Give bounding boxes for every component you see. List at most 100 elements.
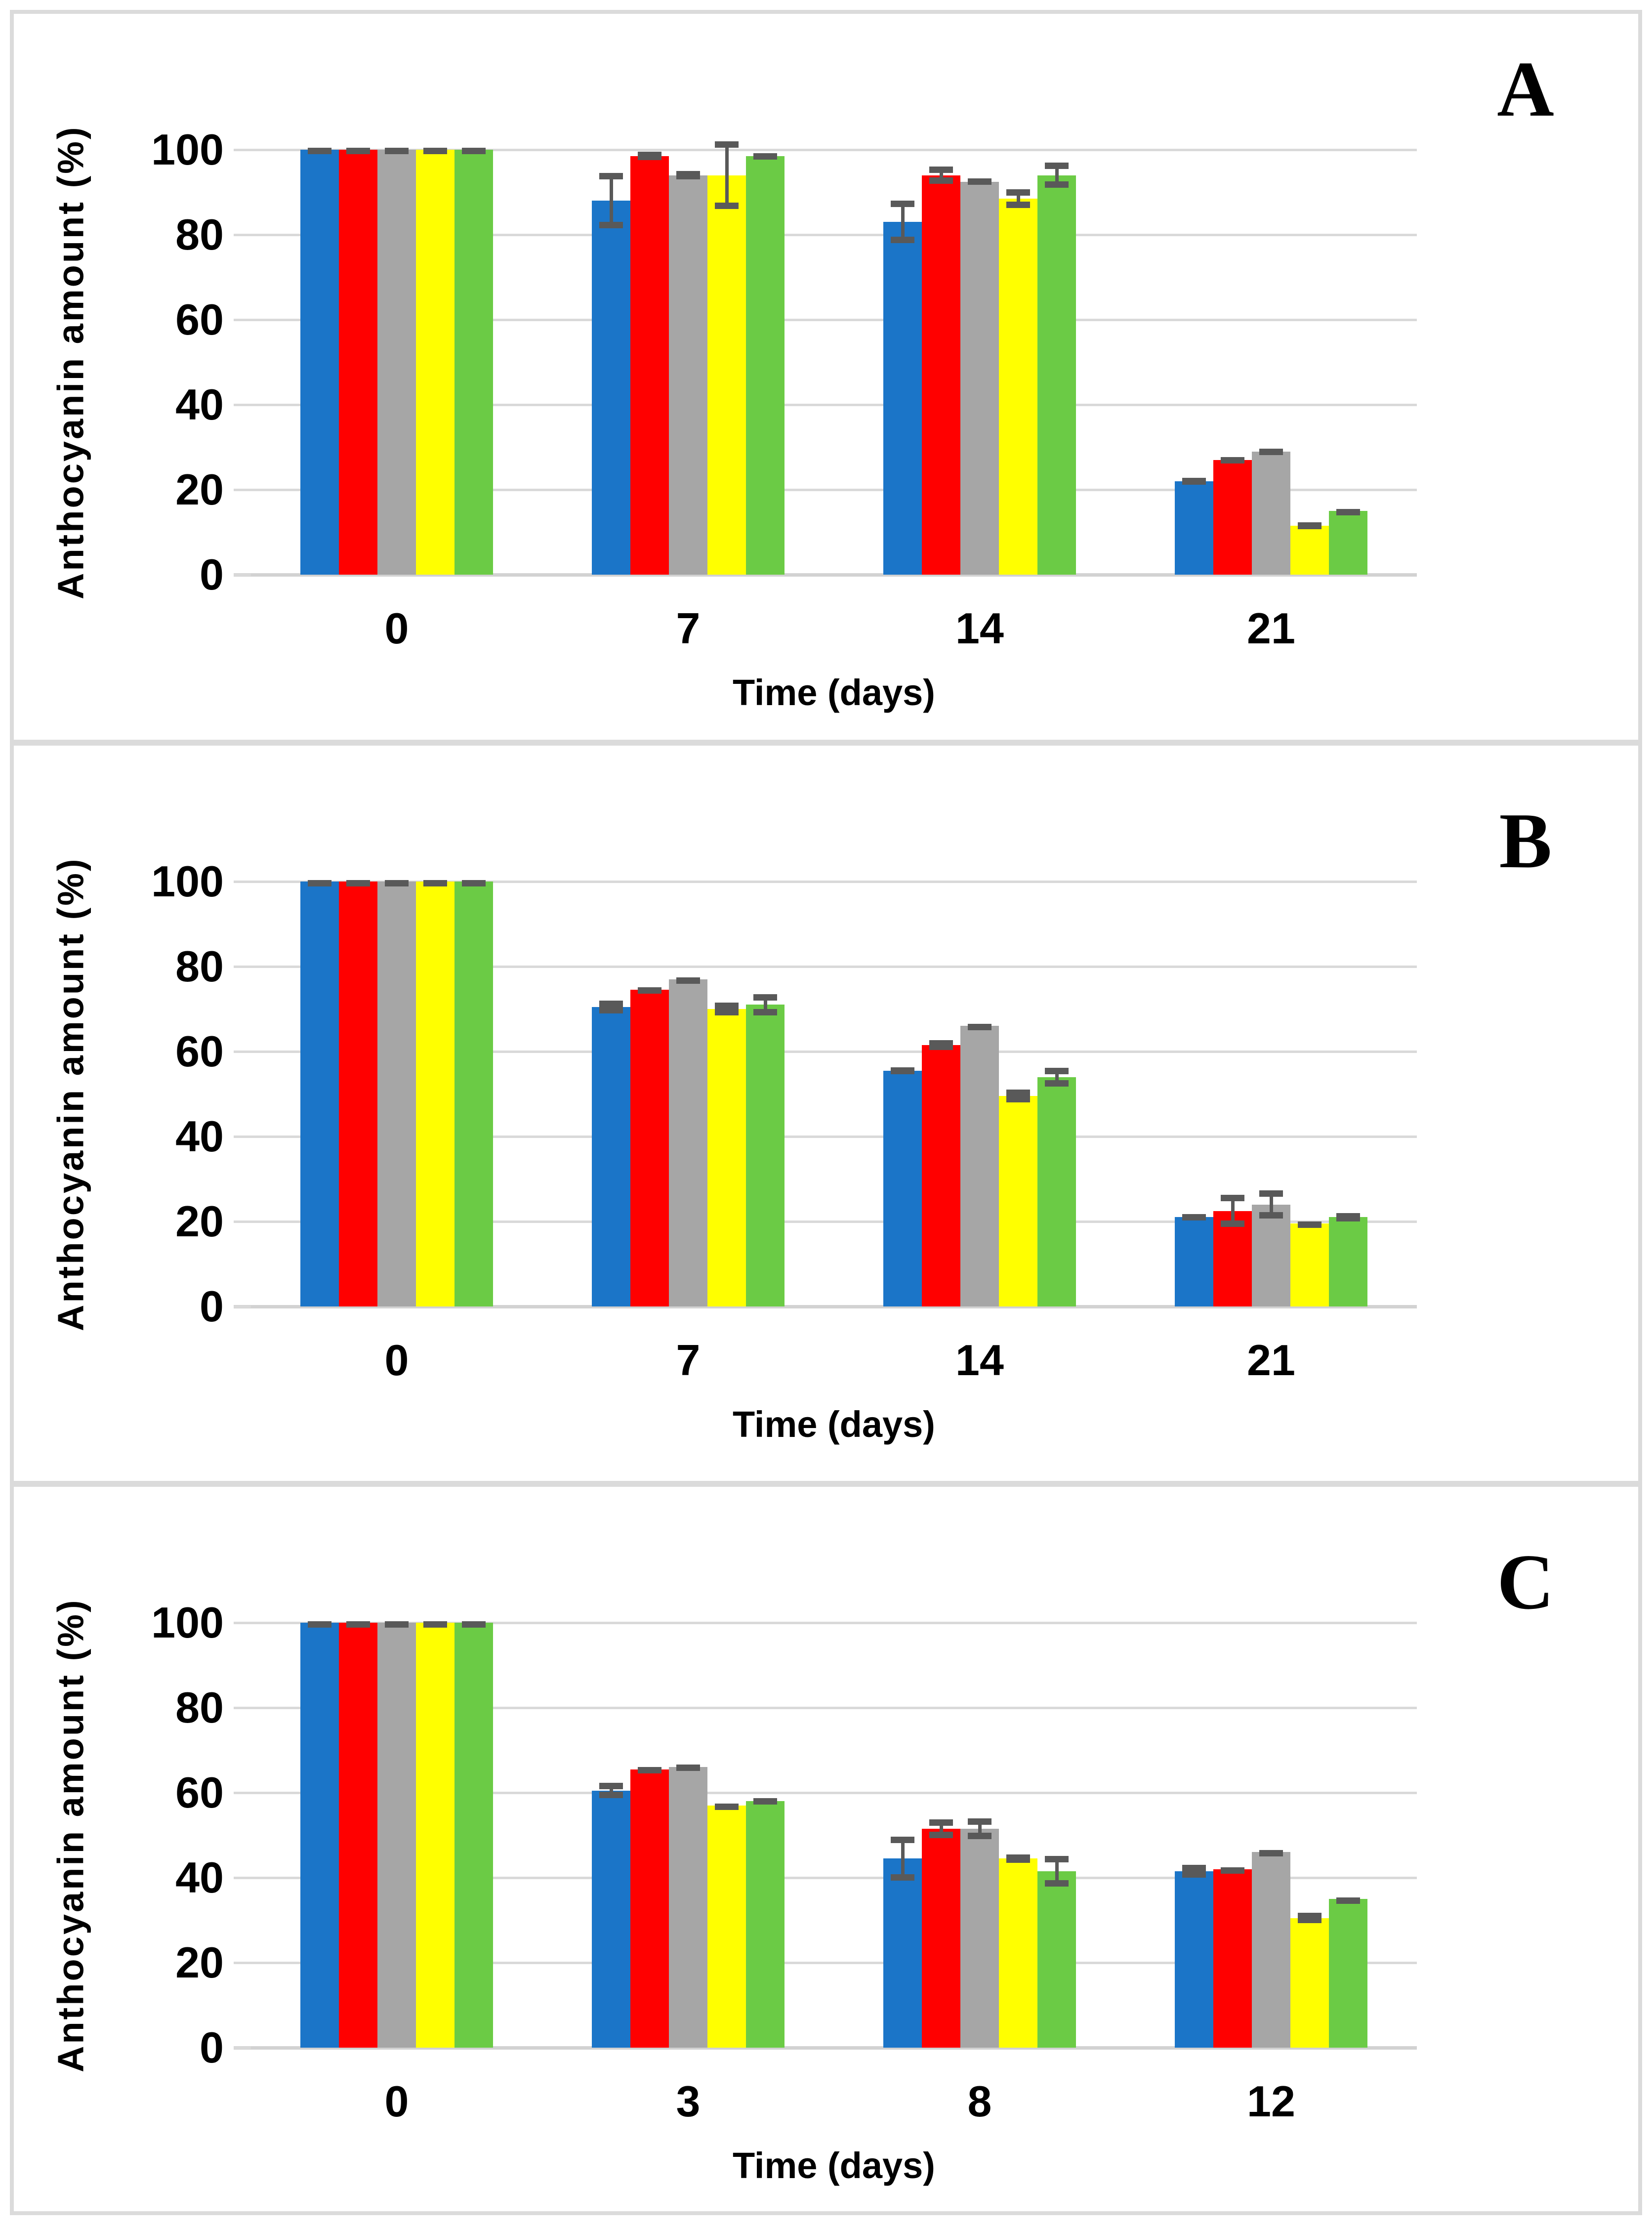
x-axis-title: Time (days) [733, 672, 935, 713]
bar-yellow-14 [999, 1096, 1037, 1306]
bar-gray-12 [1252, 1852, 1290, 2048]
error-bar-stem [725, 141, 729, 210]
error-bar-cap [929, 177, 953, 184]
error-bar-cap [462, 147, 486, 154]
panel-letter-a: A [1497, 45, 1554, 133]
error-bar-stem [939, 167, 943, 184]
error-bar-red-0 [346, 880, 370, 886]
y-tick-label-40: 40 [175, 1853, 224, 1902]
error-bar-cap [1259, 1850, 1283, 1857]
error-bar-cap [599, 1000, 623, 1007]
bar-blue-0 [300, 882, 339, 1306]
error-bar-cap [891, 237, 914, 244]
bar-gray-7 [669, 175, 707, 575]
error-bar-green-0 [462, 147, 486, 154]
x-category-label-21: 21 [1247, 604, 1295, 653]
x-category-label-7: 7 [676, 1336, 701, 1385]
x-axis-line [234, 573, 1417, 577]
error-bar-cap [1045, 181, 1069, 188]
bar-chart-c: 0 20 40 60 80 100 0 3 8 12 [14, 1487, 1638, 2211]
error-bar-green-0 [462, 880, 486, 886]
error-bar-yellow-3 [715, 1804, 739, 1810]
y-tick-mark [234, 1622, 251, 1624]
error-bar-cap [929, 1044, 953, 1051]
gridline-y80 [251, 966, 1417, 968]
error-bar-cap [1182, 478, 1206, 485]
error-bar-red-21 [1221, 457, 1244, 463]
bar-green-8 [1037, 1871, 1076, 2048]
error-bar-red-7 [638, 987, 661, 994]
error-bar-stem [939, 1819, 943, 1838]
error-bar-green-12 [1336, 1897, 1360, 1904]
error-bar-cap [968, 1818, 991, 1825]
bar-yellow-7 [707, 175, 746, 575]
gridline-y20 [251, 489, 1417, 491]
error-bar-yellow-7 [715, 1003, 739, 1015]
error-bar-green-7 [753, 153, 777, 160]
error-bar-cap [676, 173, 700, 180]
gridline-y100 [251, 149, 1417, 151]
bar-yellow-7 [707, 1009, 746, 1306]
error-bar-yellow-0 [423, 880, 447, 886]
error-bar-cap [346, 147, 370, 154]
bar-red-21 [1213, 460, 1252, 575]
error-bar-cap [638, 987, 661, 994]
y-tick-label-20: 20 [175, 465, 224, 514]
error-bar-yellow-7 [715, 141, 739, 210]
gridline-y20 [251, 1962, 1417, 1964]
bar-chart-a: 0 20 40 60 80 100 0 7 14 21 [14, 14, 1638, 740]
bar-yellow-12 [1290, 1918, 1329, 2048]
panel-a: 0 20 40 60 80 100 0 7 14 21 Anthocyanin amount (%… [14, 14, 1638, 740]
error-bar-cap [1045, 162, 1069, 169]
error-bar-cap [753, 153, 777, 160]
bar-red-14 [922, 175, 960, 575]
error-bar-blue-14 [891, 201, 914, 244]
error-bar-green-21 [1336, 508, 1360, 515]
y-tick-label-80: 80 [175, 942, 224, 991]
error-bar-cap [715, 1009, 739, 1015]
error-bar-yellow-14 [1006, 1090, 1030, 1103]
y-tick-mark [234, 2047, 251, 2049]
x-axis-title: Time (days) [733, 2145, 935, 2186]
error-bar-cap [753, 1798, 777, 1805]
x-category-label-0: 0 [384, 2077, 409, 2126]
bar-red-12 [1213, 1869, 1252, 2048]
bar-gray-21 [1252, 1204, 1290, 1306]
error-bar-stem [901, 1836, 905, 1881]
x-category-label-8: 8 [967, 2077, 992, 2126]
y-tick-label-80: 80 [175, 1683, 224, 1732]
bar-green-0 [454, 882, 493, 1306]
error-bar-red-21 [1221, 1194, 1244, 1227]
y-tick-mark [234, 966, 251, 968]
error-bar-cap [638, 1766, 661, 1773]
error-bar-cap [599, 173, 623, 180]
bar-gray-8 [960, 1829, 999, 2048]
y-axis-title: Anthocyanin amount (%) [50, 857, 91, 1331]
bar-green-0 [454, 150, 493, 575]
bar-gray-0 [377, 1623, 416, 2048]
x-category-label-7: 7 [676, 604, 701, 653]
y-tick-mark [234, 489, 251, 491]
error-bar-green-0 [462, 1621, 486, 1628]
error-bar-cap [1298, 1221, 1322, 1228]
panel-b: 0 20 40 60 80 100 0 7 14 21 Anthocyanin amount (%… [14, 746, 1638, 1481]
y-tick-mark [234, 1220, 251, 1223]
error-bar-blue-7 [599, 173, 623, 229]
y-tick-mark [234, 1707, 251, 1709]
y-tick-label-60: 60 [175, 295, 224, 344]
bar-blue-3 [592, 1790, 630, 2048]
error-bar-gray-21 [1259, 448, 1283, 455]
error-bar-green-7 [753, 994, 777, 1015]
bar-green-21 [1329, 511, 1367, 575]
error-bar-cap [929, 1832, 953, 1838]
panel-letter-b: B [1499, 797, 1552, 884]
bar-blue-12 [1175, 1871, 1213, 2048]
bar-gray-14 [960, 181, 999, 575]
error-bar-cap [1006, 1856, 1030, 1863]
error-bar-cap [1336, 1215, 1360, 1221]
error-bar-cap [715, 1804, 739, 1810]
bar-blue-0 [300, 150, 339, 575]
bar-green-14 [1037, 175, 1076, 575]
y-axis-title: Anthocyanin amount (%) [50, 125, 91, 599]
error-bar-gray-21 [1259, 1190, 1283, 1219]
